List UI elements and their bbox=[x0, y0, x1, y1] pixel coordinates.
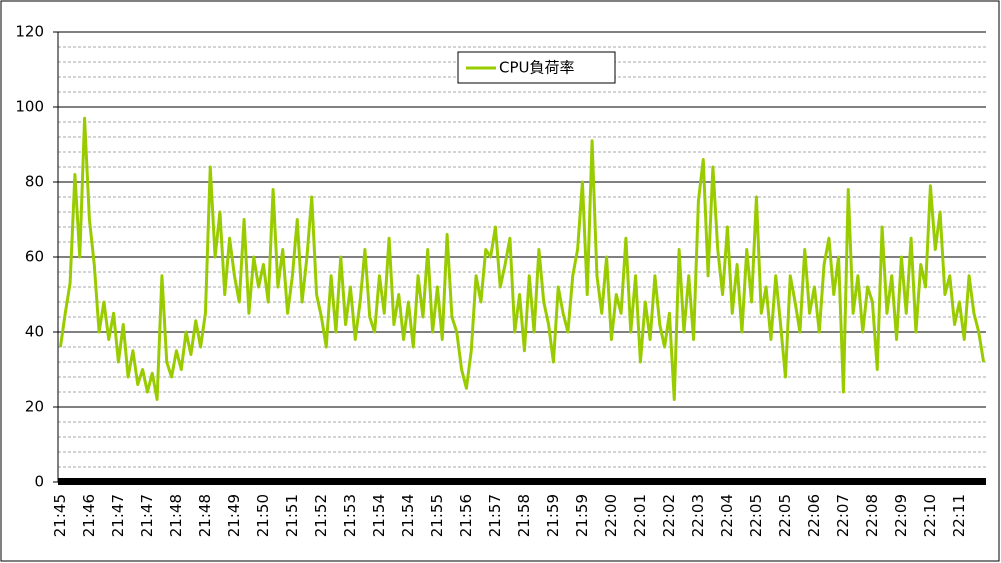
legend-label: CPU負荷率 bbox=[499, 59, 575, 77]
x-tick-label: 21:59 bbox=[544, 494, 562, 537]
y-tick-label: 20 bbox=[25, 398, 44, 416]
x-tick-label: 21:49 bbox=[225, 494, 243, 537]
x-tick-label: 21:56 bbox=[457, 494, 475, 537]
x-tick-label: 22:06 bbox=[805, 494, 823, 537]
x-tick-label: 21:47 bbox=[138, 494, 156, 537]
y-tick-label: 60 bbox=[25, 248, 44, 266]
x-tick-label: 21:50 bbox=[254, 494, 272, 537]
x-tick-label: 21:53 bbox=[341, 494, 359, 537]
x-tick-label: 21:48 bbox=[167, 494, 185, 537]
x-tick-label: 21:57 bbox=[486, 494, 504, 537]
y-tick-label: 120 bbox=[15, 23, 44, 41]
y-tick-label: 40 bbox=[25, 323, 44, 341]
x-tick-label: 21:59 bbox=[573, 494, 591, 537]
x-tick-label: 22:03 bbox=[689, 494, 707, 537]
x-tick-label: 21:46 bbox=[80, 494, 98, 537]
x-tick-label: 21:47 bbox=[109, 494, 127, 537]
x-tick-label: 22:00 bbox=[602, 494, 620, 537]
x-tick-label: 21:55 bbox=[428, 494, 446, 537]
x-tick-label: 21:45 bbox=[51, 494, 69, 537]
x-tick-label: 22:02 bbox=[660, 494, 678, 537]
x-tick-label: 22:09 bbox=[892, 494, 910, 537]
y-tick-label: 0 bbox=[34, 473, 44, 491]
y-tick-label: 100 bbox=[15, 98, 44, 116]
data-line bbox=[58, 116, 986, 401]
x-tick-label: 22:05 bbox=[776, 494, 794, 537]
x-tick-label: 22:10 bbox=[921, 494, 939, 537]
x-tick-label: 22:01 bbox=[631, 494, 649, 537]
x-tick-label: 21:54 bbox=[399, 494, 417, 537]
x-tick-label: 21:58 bbox=[515, 494, 533, 537]
x-tick-label: 21:52 bbox=[312, 494, 330, 537]
y-tick-label: 80 bbox=[25, 173, 44, 191]
x-tick-label: 22:11 bbox=[950, 494, 968, 537]
x-tick-label: 22:07 bbox=[834, 494, 852, 537]
x-tick-label: 21:48 bbox=[196, 494, 214, 537]
x-tick-label: 22:08 bbox=[863, 494, 881, 537]
x-tick-label: 21:51 bbox=[283, 494, 301, 537]
x-axis bbox=[58, 478, 986, 485]
x-tick-label: 22:04 bbox=[718, 494, 736, 537]
legend: CPU負荷率 bbox=[457, 51, 616, 84]
x-tick-label: 22:05 bbox=[747, 494, 765, 537]
x-tick-label: 21:54 bbox=[370, 494, 388, 537]
